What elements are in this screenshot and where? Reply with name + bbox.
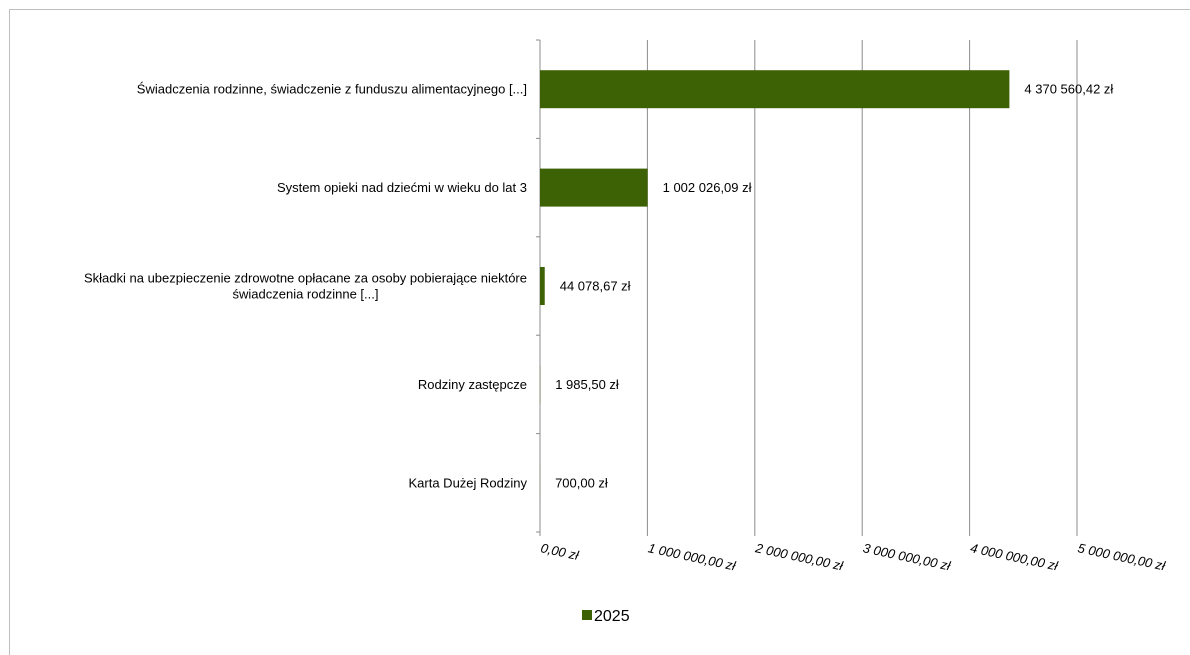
bar <box>540 169 648 207</box>
category-label: Świadczenia rodzinne, świadczenie z fund… <box>137 82 527 97</box>
x-tick-labels: 0,00 zł 1 000 000,00 zł 2 000 000,00 zł 3 0… <box>539 540 1167 574</box>
legend: 2025 <box>582 608 630 625</box>
bar <box>540 70 1009 108</box>
category-label: System opieki nad dziećmi w wieku do lat… <box>277 180 527 195</box>
category-label: Rodziny zastępcze <box>418 377 527 392</box>
x-tick-label: 4 000 000,00 zł <box>969 540 1060 573</box>
value-label: 1 985,50 zł <box>555 377 619 392</box>
value-label: 1 002 026,09 zł <box>663 180 752 195</box>
category-label-line: Składki na ubezpieczenie zdrowotne opłac… <box>84 271 527 286</box>
x-tick-label: 2 000 000,00 zł <box>753 540 845 574</box>
category-label: Karta Dużej Rodziny <box>409 475 528 490</box>
category-label-line: świadczenia rodzinne [...] <box>233 287 379 302</box>
x-tick-label: 3 000 000,00 zł <box>862 540 953 573</box>
x-tick-label: 5 000 000,00 zł <box>1076 540 1167 573</box>
value-labels: 4 370 560,42 zł 1 002 026,09 zł 44 078,67 … <box>555 82 1113 491</box>
legend-swatch <box>582 610 592 620</box>
value-label: 44 078,67 zł <box>560 279 631 294</box>
value-label: 4 370 560,42 zł <box>1024 82 1113 97</box>
legend-label: 2025 <box>594 608 630 625</box>
gridlines <box>647 40 1077 532</box>
x-tick-label: 0,00 zł <box>539 540 581 563</box>
x-tick-label: 1 000 000,00 zł <box>647 540 738 573</box>
category-label: Składki na ubezpieczenie zdrowotne opłac… <box>84 271 527 302</box>
value-label: 700,00 zł <box>555 475 608 490</box>
category-labels: Świadczenia rodzinne, świadczenie z fund… <box>84 82 528 491</box>
bar <box>540 267 545 305</box>
